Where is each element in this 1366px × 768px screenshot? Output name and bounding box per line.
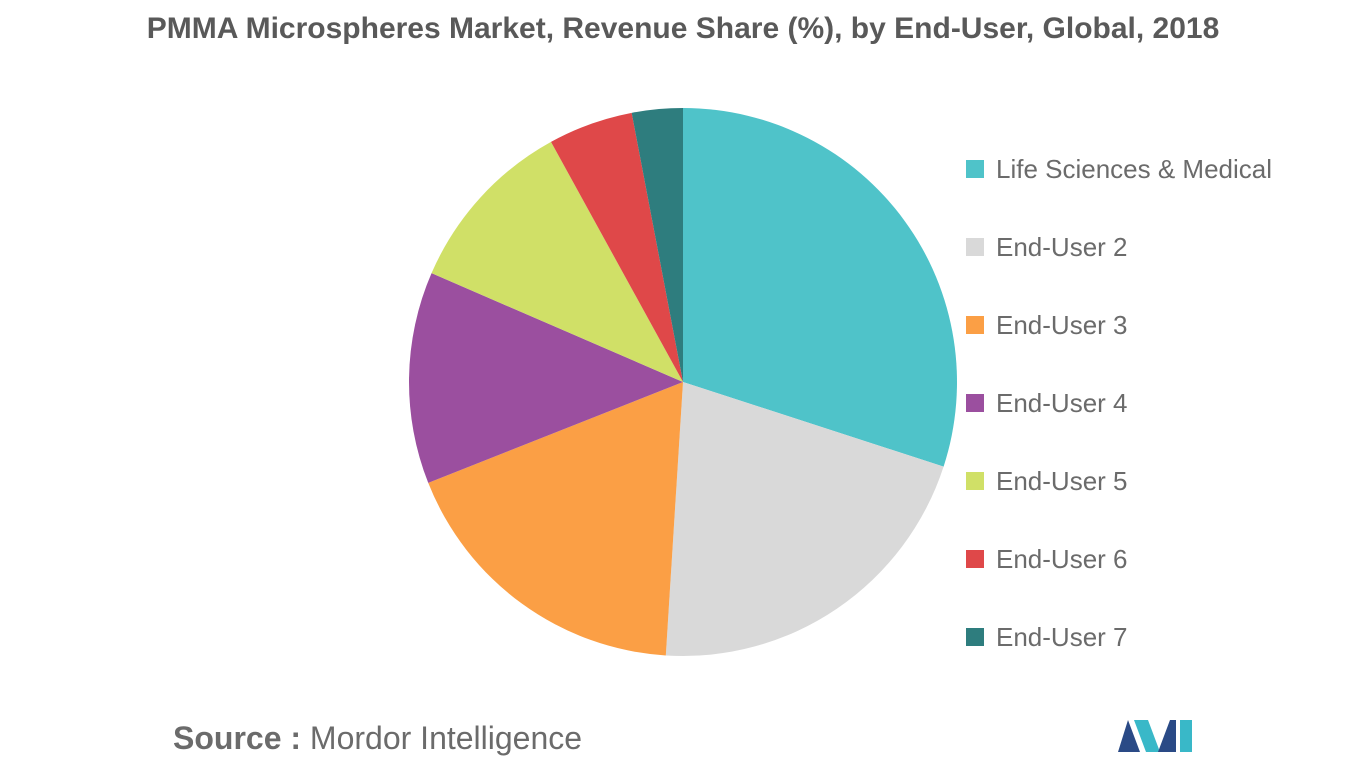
legend-label: End-User 7 [996,621,1128,652]
legend-swatch [966,472,984,490]
legend-item-4: End-User 4 [966,364,1356,442]
pie-slice-3 [428,382,683,656]
legend-swatch [966,160,984,178]
legend-swatch [966,550,984,568]
legend-label: End-User 3 [996,309,1128,340]
legend-swatch [966,628,984,646]
legend-label: End-User 6 [996,543,1128,574]
legend-swatch [966,316,984,334]
pie-slice-1 [683,108,958,467]
legend-item-5: End-User 5 [966,442,1356,520]
pie-slice-4 [409,273,683,483]
legend-label: End-User 5 [996,465,1128,496]
chart-legend: Life Sciences & Medical End-User 2 End-Use… [966,130,1356,676]
legend-item-3: End-User 3 [966,286,1356,364]
pie-slice-2 [665,382,944,657]
pie-slice-5 [431,141,683,382]
legend-swatch [966,394,984,412]
mordor-intelligence-logo-icon [1118,720,1192,752]
legend-item-1: Life Sciences & Medical [966,130,1356,208]
source-note: Source : Mordor Intelligence [173,720,582,757]
pie-slice-6 [551,112,683,382]
pie-slice-7 [631,107,683,382]
legend-item-7: End-User 7 [966,598,1356,676]
legend-item-2: End-User 2 [966,208,1356,286]
legend-swatch [966,238,984,256]
legend-label: End-User 2 [996,231,1128,262]
legend-label: Life Sciences & Medical [996,153,1273,184]
chart-title: PMMA Microspheres Market, Revenue Share … [146,12,1220,45]
source-text: Mordor Intelligence [309,720,583,756]
legend-label: End-User 4 [996,387,1128,418]
pie-slices [409,107,958,657]
source-label: Source : [173,720,302,756]
legend-item-6: End-User 6 [966,520,1356,598]
